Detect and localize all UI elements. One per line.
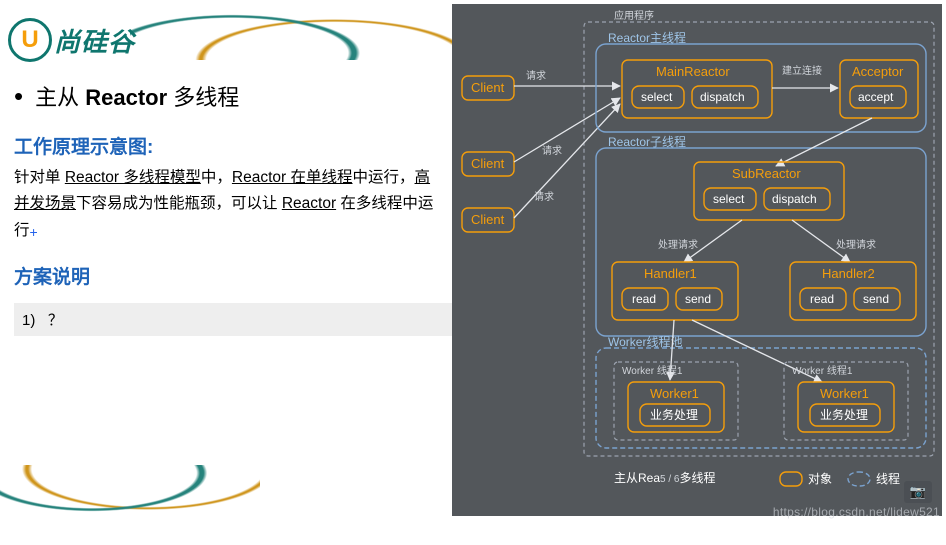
text-cursor-icon [30,219,40,235]
client-box: Client [462,152,514,176]
section-heading-2: 方案说明 [14,262,444,289]
brand-badge: U [8,18,52,62]
legend-thread: 线程 [876,471,900,486]
brand-name: 尚硅谷 [54,22,135,59]
conn-label: 建立连接 [782,64,822,77]
brand-logo: U 尚硅谷 [8,18,135,62]
app-label: 应用程序 [614,9,654,22]
dispatch-pill: dispatch [772,192,817,206]
list-text: ？ [48,312,63,329]
handler1-label: Handler1 [644,266,697,281]
client-box: Client [462,76,514,100]
read-pill: read [810,292,834,306]
main-group-label: Reactor主线程 [608,30,686,45]
svg-text:Client: Client [471,212,505,227]
title-bold: Reactor [85,85,167,110]
sub-reactor-label: SubReactor [732,166,801,181]
architecture-diagram: 应用程序 Client Client Client 请求 请求 请求 React… [452,4,942,516]
legend-object: 对象 [808,472,832,486]
t4: Reactor 在单线程 [232,169,353,186]
slide-title: 主从 Reactor 多线程 [14,80,444,112]
worker-task: 业务处理 [650,407,698,422]
handler2-label: Handler2 [822,266,875,281]
req-label: 请求 [534,190,554,203]
send-pill: send [863,292,889,306]
send-pill: send [685,292,711,306]
proc-label: 处理请求 [658,238,698,251]
section-heading-1: 工作原理示意图: [14,132,444,159]
dispatch-pill: dispatch [700,90,745,104]
worker-label: Worker1 [650,386,699,401]
worker-label: Worker1 [820,386,869,401]
camera-icon: 📷 [904,481,932,503]
title-suffix: 多线程 [167,85,239,110]
accept-pill: accept [858,90,894,104]
worker-thread-label: Worker 线程1 [792,364,853,377]
req-label: 请求 [526,69,546,82]
t2: Reactor 多线程模型 [65,169,201,186]
caption: 主从Rea5 / 6多线程 [614,470,716,485]
select-pill: select [713,192,745,206]
list-item: 1) ？ [14,303,452,336]
worker-thread-label: Worker 线程1 [622,364,683,377]
sub-group-label: Reactor子线程 [608,134,686,149]
t3: 中， [201,169,232,186]
t5: 中运行， [353,169,415,186]
list-number: 1) [22,312,35,329]
read-pill: read [632,292,656,306]
svg-text:Client: Client [471,156,505,171]
worker-pool-label: Worker线程池 [608,334,682,349]
title-prefix: 主从 [35,85,85,110]
t1: 针对单 [14,169,65,186]
client-box: Client [462,208,514,232]
watermark: https://blog.csdn.net/lidew521 [773,505,940,519]
acceptor-label: Acceptor [852,64,904,79]
t7: 下容易成为性能瓶颈，可以让 [76,195,282,212]
decorative-wave-top [130,0,470,60]
t8: Reactor [282,195,336,212]
decorative-wave-bottom [0,465,260,545]
svg-text:Client: Client [471,80,505,95]
slide-text-panel: 主从 Reactor 多线程 工作原理示意图: 针对单 Reactor 多线程模… [14,80,444,336]
req-label: 请求 [542,144,562,157]
body-paragraph: 针对单 Reactor 多线程模型中，Reactor 在单线程中运行，高并发场景… [14,165,444,244]
select-pill: select [641,90,673,104]
proc-label: 处理请求 [836,238,876,251]
worker-task: 业务处理 [820,407,868,422]
main-reactor-label: MainReactor [656,64,730,79]
